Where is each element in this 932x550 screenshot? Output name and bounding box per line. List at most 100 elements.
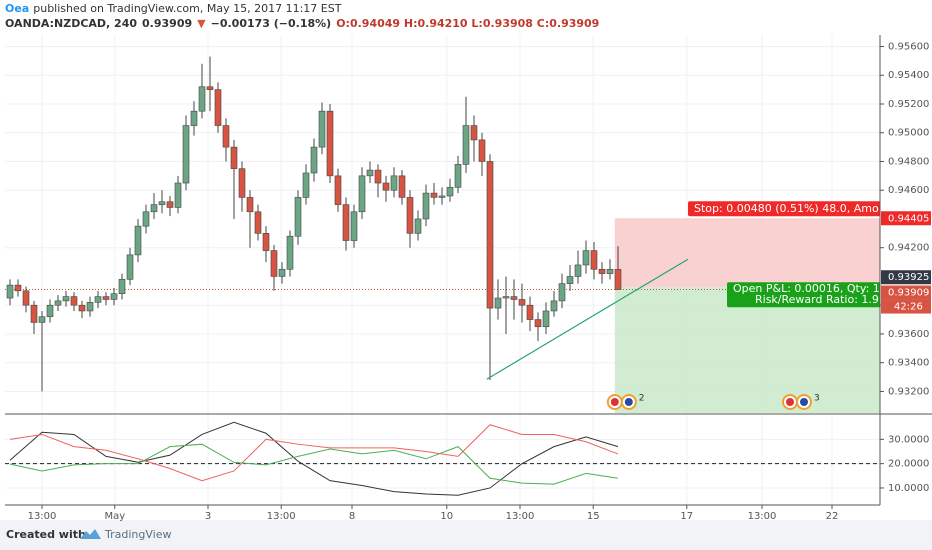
candle-body bbox=[230, 146, 238, 169]
candle-body bbox=[374, 169, 382, 184]
x-tick-label: 10 bbox=[440, 511, 453, 522]
candle-body bbox=[222, 125, 230, 148]
stop-tag: 0.94405 bbox=[888, 213, 929, 224]
candle-body bbox=[30, 304, 38, 323]
candle-body bbox=[246, 197, 254, 213]
indicator-line bbox=[9, 421, 619, 496]
footer-bar bbox=[0, 520, 932, 550]
y-tick-label: 0.95200 bbox=[888, 99, 929, 110]
candle-body bbox=[174, 182, 182, 208]
y-tick-label: 10.0000 bbox=[888, 483, 929, 494]
y-tick-label: 0.94200 bbox=[888, 243, 929, 254]
y-tick-label: 0.95600 bbox=[888, 41, 929, 52]
candle-body bbox=[486, 161, 494, 309]
candle-body bbox=[454, 164, 462, 188]
candle-body bbox=[278, 268, 286, 277]
brand-logo bbox=[80, 529, 101, 539]
candle-body bbox=[590, 250, 598, 270]
candle-body bbox=[62, 296, 70, 302]
candle-body bbox=[518, 299, 526, 306]
candle-body bbox=[38, 316, 46, 323]
candle-body bbox=[598, 268, 606, 274]
candle-body bbox=[510, 296, 518, 300]
event-flag bbox=[610, 398, 619, 406]
stop-label: Stop: 0.00480 (0.51%) 48.0, Amou bbox=[688, 201, 886, 217]
countdown: 42:26 bbox=[894, 302, 923, 313]
x-tick-label: 3 bbox=[205, 511, 211, 522]
candle-body bbox=[310, 146, 318, 174]
countdown-box bbox=[881, 299, 931, 314]
candle-body bbox=[182, 125, 190, 184]
candle-body bbox=[294, 197, 302, 237]
candle-body bbox=[94, 296, 102, 303]
footer-created: Created with bbox=[6, 528, 86, 541]
candle-body bbox=[494, 297, 502, 309]
candle-body bbox=[558, 283, 566, 302]
candle-body bbox=[142, 211, 150, 227]
candle-body bbox=[270, 250, 278, 277]
candle-body bbox=[470, 125, 478, 141]
target-zone bbox=[614, 287, 880, 413]
candle-body bbox=[406, 197, 414, 234]
entry-tag-box bbox=[881, 270, 931, 285]
y-tick-label: 0.94800 bbox=[888, 156, 929, 167]
candle-body bbox=[438, 195, 446, 198]
x-tick-label: 13:00 bbox=[506, 511, 535, 522]
candle-body bbox=[350, 211, 358, 241]
stop-label-box bbox=[688, 201, 880, 217]
y-tick-label: 0.93600 bbox=[888, 329, 929, 340]
candle-body bbox=[422, 192, 430, 220]
indicator-pane bbox=[5, 415, 880, 505]
candle-body bbox=[118, 279, 126, 295]
trend-line bbox=[486, 258, 689, 380]
x-tick-label: 8 bbox=[349, 511, 355, 522]
candle-body bbox=[534, 319, 542, 328]
title: published on TradingView.com, May 15, 20… bbox=[33, 2, 341, 15]
candle-body bbox=[102, 296, 110, 300]
ohlc: O:0.94049 H:0.94210 L:0.93908 C:0.93909 bbox=[336, 17, 599, 30]
event-count: 3 bbox=[814, 394, 820, 404]
candle-body bbox=[286, 235, 294, 270]
stop-zone bbox=[614, 218, 880, 288]
indicator-line bbox=[9, 424, 619, 482]
candle-body bbox=[46, 304, 54, 318]
candle-body bbox=[526, 304, 534, 320]
y-tick-label: 30.0000 bbox=[888, 434, 929, 445]
event-flag bbox=[800, 398, 808, 406]
candle-body bbox=[54, 300, 62, 306]
x-tick-label: 13:00 bbox=[28, 511, 57, 522]
x-tick-label: 15 bbox=[587, 511, 600, 522]
footer-brand[interactable]: TradingView bbox=[104, 528, 171, 541]
candle-body bbox=[134, 225, 142, 256]
candle-body bbox=[502, 296, 510, 299]
y-tick-label: 0.95000 bbox=[888, 128, 929, 139]
pnl-label-text: Open P&L: 0.00016, Qty: 10 bbox=[733, 282, 887, 295]
candle-body bbox=[254, 211, 262, 234]
event-count: 2 bbox=[639, 394, 645, 404]
y-tick-label: 20.0000 bbox=[888, 459, 929, 470]
candle-body bbox=[334, 175, 342, 205]
author[interactable]: Oea bbox=[5, 2, 29, 15]
last-tag: 0.93909 bbox=[888, 288, 929, 299]
candle-body bbox=[582, 250, 590, 266]
candle-body bbox=[78, 304, 86, 312]
candle-body bbox=[158, 201, 166, 205]
candle-body bbox=[574, 264, 582, 277]
x-tick-label: 17 bbox=[680, 511, 693, 522]
candle-body bbox=[70, 296, 78, 306]
candle-body bbox=[550, 300, 558, 312]
candle-body bbox=[342, 204, 350, 241]
y-tick-label: 0.94600 bbox=[888, 185, 929, 196]
y-tick-label: 0.95400 bbox=[888, 70, 929, 81]
change: −0.00173 (−0.18%) bbox=[211, 17, 332, 30]
candle-body bbox=[430, 192, 438, 198]
candle-body bbox=[414, 218, 422, 234]
candle-body bbox=[358, 175, 366, 213]
ratio-label-text: Risk/Reward Ratio: 1.98 bbox=[755, 293, 886, 306]
candle-body bbox=[110, 293, 118, 300]
candle-body bbox=[150, 204, 158, 213]
stop-tag-box bbox=[881, 211, 931, 226]
stop-label-text: Stop: 0.00480 (0.51%) 48.0, Amou bbox=[694, 202, 886, 215]
